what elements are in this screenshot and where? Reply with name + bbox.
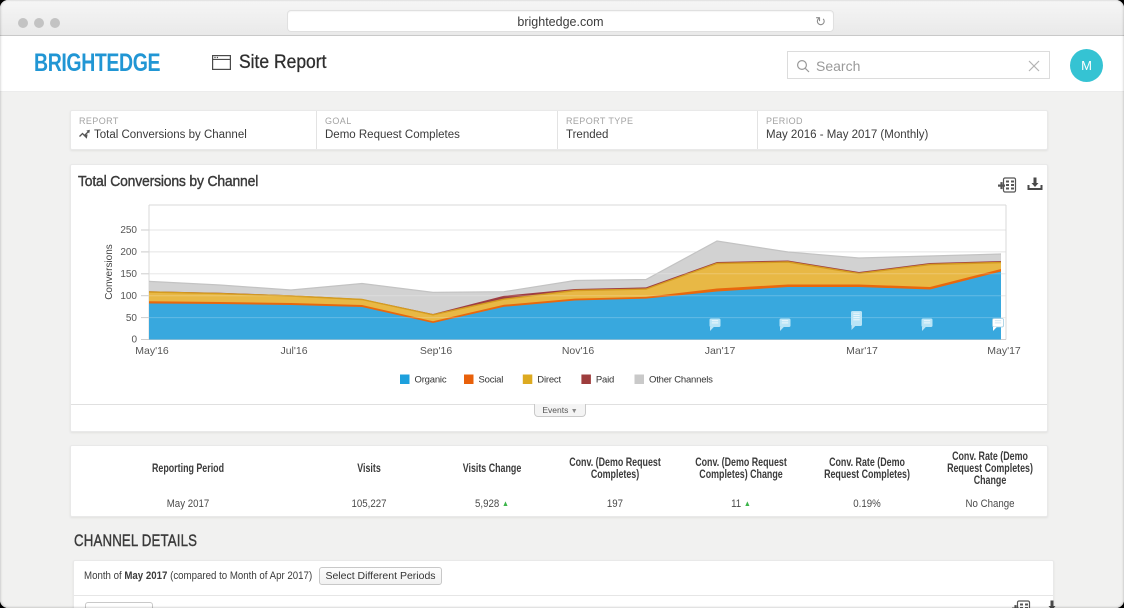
svg-text:Organic: Organic xyxy=(415,374,447,385)
svg-text:250: 250 xyxy=(120,225,137,236)
svg-text:Jul'16: Jul'16 xyxy=(280,345,307,357)
svg-text:200: 200 xyxy=(120,247,137,258)
svg-text:May'16: May'16 xyxy=(135,345,169,357)
svg-text:Jan'17: Jan'17 xyxy=(705,345,736,357)
svg-text:Conversions: Conversions xyxy=(104,244,115,300)
svg-text:May'17: May'17 xyxy=(987,345,1021,357)
svg-text:Mar'17: Mar'17 xyxy=(846,345,878,357)
svg-text:150: 150 xyxy=(120,269,137,280)
svg-text:Paid: Paid xyxy=(596,374,614,385)
svg-text:Nov'16: Nov'16 xyxy=(562,345,595,357)
svg-text:Social: Social xyxy=(479,374,504,385)
svg-text:0: 0 xyxy=(131,335,137,346)
svg-text:Sep'16: Sep'16 xyxy=(420,345,453,357)
svg-text:100: 100 xyxy=(120,291,137,302)
svg-text:50: 50 xyxy=(126,313,138,324)
svg-text:Other Channels: Other Channels xyxy=(649,374,713,385)
svg-text:Direct: Direct xyxy=(537,374,561,385)
